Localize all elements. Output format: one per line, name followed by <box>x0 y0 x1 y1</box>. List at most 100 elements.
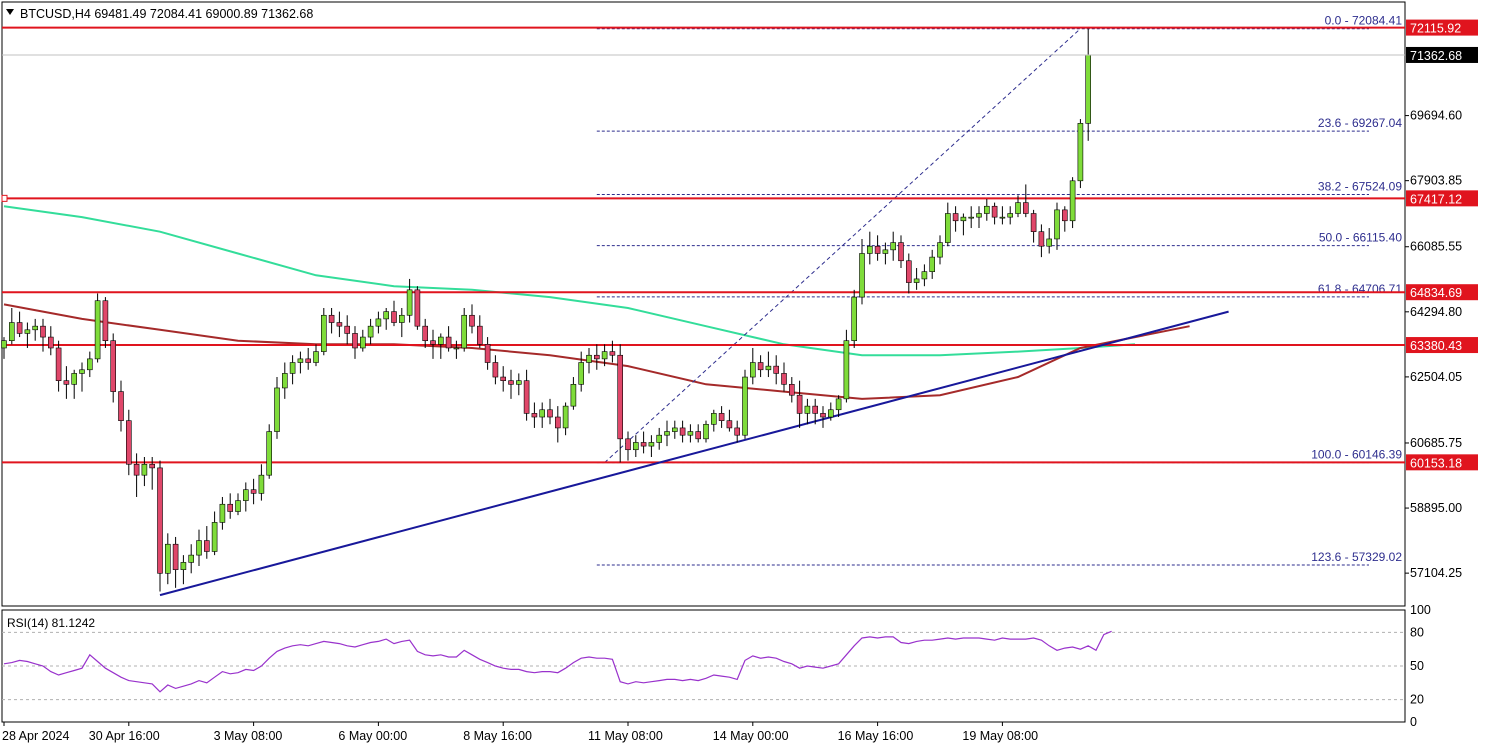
bullish-candle <box>570 384 577 407</box>
bearish-candle <box>812 405 819 414</box>
time-tick-label: 14 May 00:00 <box>713 729 789 743</box>
bullish-candle <box>648 442 655 447</box>
bullish-candle <box>359 336 366 349</box>
bullish-candle <box>375 318 382 327</box>
bullish-candle <box>398 314 405 323</box>
bullish-candle <box>835 398 842 411</box>
price-tick-label: 64294.80 <box>1410 305 1462 319</box>
bearish-candle <box>133 463 140 476</box>
bearish-candle <box>445 336 452 349</box>
price-tick-label: 60685.75 <box>1410 436 1462 450</box>
bullish-candle <box>453 347 460 350</box>
bullish-candle <box>258 474 265 494</box>
bullish-candle <box>960 216 967 222</box>
level-price-tag <box>1406 190 1478 207</box>
bullish-candle <box>383 311 390 320</box>
bullish-candle <box>9 322 15 342</box>
bullish-candle <box>921 271 928 280</box>
bearish-candle <box>1022 202 1029 214</box>
bullish-candle <box>1015 202 1021 214</box>
bullish-candle <box>1046 238 1052 247</box>
bullish-candle <box>765 365 772 371</box>
fibo-level-label: 123.6 - 57329.02 <box>1311 550 1402 564</box>
ma-slow-line <box>3 205 1136 357</box>
bearish-candle <box>344 325 351 334</box>
bullish-candle <box>196 540 202 556</box>
bearish-candle <box>500 376 507 381</box>
level-price-text: 63380.43 <box>1410 339 1462 353</box>
price-tick-label: 58895.00 <box>1410 501 1462 515</box>
bullish-candle <box>851 296 858 342</box>
chart-title: BTCUSD,H4 69481.49 72084.41 69000.89 713… <box>20 7 313 21</box>
time-axis: 28 Apr 2024 30 Apr 16:00 3 May 08:00 6 May … <box>2 722 1038 743</box>
bearish-candle <box>110 340 116 392</box>
price-tick-label: 66085.55 <box>1410 240 1462 254</box>
bullish-candle <box>882 249 889 254</box>
bullish-candle <box>180 562 187 570</box>
bearish-candle <box>1062 209 1068 222</box>
bearish-candle <box>523 380 530 414</box>
time-tick-label: 6 May 00:00 <box>338 729 407 743</box>
bullish-candle <box>687 431 694 436</box>
bullish-candle <box>913 278 920 283</box>
candles <box>1 28 1091 592</box>
rsi-tick-label: 80 <box>1410 625 1424 639</box>
bullish-candle <box>437 336 444 345</box>
time-tick-label: 11 May 08:00 <box>588 729 663 743</box>
bullish-candle <box>703 423 709 440</box>
bearish-candle <box>328 314 335 323</box>
last-price-tag <box>1406 46 1478 63</box>
bullish-candle <box>24 329 31 334</box>
bullish-candle <box>710 413 717 425</box>
bearish-candle <box>430 340 436 345</box>
bearish-candle <box>796 394 803 414</box>
time-tick-label: 28 Apr 2024 <box>2 729 69 743</box>
bullish-candle <box>578 362 585 385</box>
bearish-candle <box>40 325 46 338</box>
bearish-candle <box>554 416 561 429</box>
rsi-tick-label: 20 <box>1410 693 1424 707</box>
bullish-candle <box>804 405 811 414</box>
bullish-candle <box>944 213 951 243</box>
trendlines <box>159 310 1229 597</box>
level-price-tag <box>1406 19 1478 36</box>
bullish-candle <box>71 373 77 385</box>
bullish-candle <box>742 376 748 436</box>
level-price-tag <box>1406 337 1478 354</box>
bullish-candle <box>539 409 546 418</box>
bearish-candle <box>352 333 358 349</box>
level-price-tag <box>1406 284 1478 301</box>
bearish-candle <box>55 347 62 381</box>
bearish-candle <box>952 213 959 222</box>
bearish-candle <box>414 289 421 327</box>
bullish-candle <box>266 431 273 476</box>
bullish-candle <box>671 427 678 432</box>
bullish-candle <box>87 358 93 371</box>
horizontal-levels: 72115.92 67417.12 64834.69 63380.43 60153.18 <box>1 19 1478 471</box>
bullish-candle <box>188 554 194 563</box>
bullish-candle <box>289 362 296 374</box>
bullish-candle <box>968 216 975 219</box>
bullish-candle <box>632 442 639 451</box>
bearish-candle <box>118 391 124 421</box>
collapse-triangle-icon[interactable] <box>6 9 14 15</box>
bullish-candle <box>94 300 101 360</box>
bearish-candle <box>905 260 912 283</box>
bearish-candle <box>617 354 624 440</box>
bearish-candle <box>250 489 257 494</box>
price-tick-label: 67903.85 <box>1410 174 1462 188</box>
bullish-candle <box>367 325 374 338</box>
fibo-diagonal-line <box>604 28 1081 463</box>
bearish-candle <box>734 427 741 436</box>
rsi-tick-label: 100 <box>1410 603 1431 617</box>
bearish-candle <box>1030 213 1037 232</box>
bullish-candle <box>219 503 226 523</box>
bearish-candle <box>305 358 312 363</box>
bullish-candle <box>515 380 522 385</box>
level-price-text: 72115.92 <box>1410 22 1461 36</box>
ascending-trendline <box>159 310 1229 597</box>
rsi-label: RSI(14) 81.1242 <box>7 616 95 630</box>
rsi-tick-label: 50 <box>1410 659 1424 673</box>
bearish-candle <box>781 373 787 385</box>
